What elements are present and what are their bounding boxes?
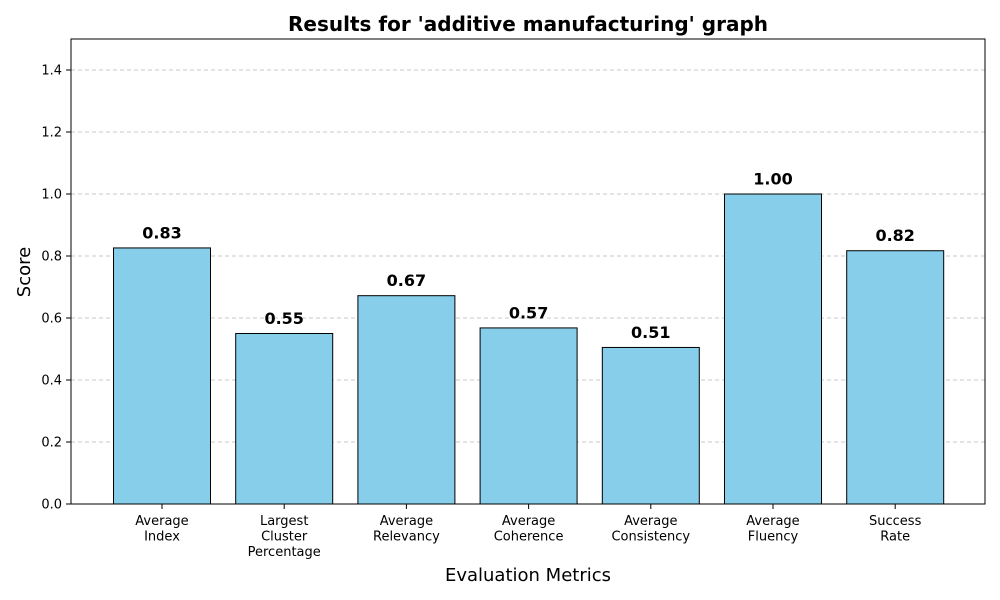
x-tick-label: Average Index <box>135 514 188 545</box>
bar <box>724 193 822 505</box>
bar-value-label: 0.55 <box>264 309 303 328</box>
y-tick-label: 0.4 <box>41 374 62 389</box>
bar <box>235 333 334 505</box>
bar <box>479 327 578 505</box>
bar-value-label: 0.51 <box>631 323 670 342</box>
bar <box>113 247 211 505</box>
x-tick-label: Average Coherence <box>494 514 564 545</box>
y-axis-ticks: 0.0 0.2 0.4 0.6 0.8 1.0 1.2 1.4 <box>41 64 71 513</box>
x-tick-label: Average Fluency <box>746 514 799 545</box>
bars <box>113 193 945 505</box>
bar-value-label: 1.00 <box>753 170 792 189</box>
bar-value-label: 0.67 <box>387 271 426 290</box>
y-tick-label: 0.8 <box>41 250 62 265</box>
y-axis-label: Score <box>14 247 35 297</box>
x-tick-label: Average Relevancy <box>373 514 440 545</box>
bar-value-label: 0.83 <box>142 223 181 242</box>
bar <box>357 295 456 505</box>
y-tick-label: 1.0 <box>41 188 62 203</box>
bar-value-label: 0.82 <box>875 226 914 245</box>
x-tick-label: Average Consistency <box>611 514 690 545</box>
x-axis-label: Evaluation Metrics <box>445 565 611 586</box>
chart-title: Results for 'additive manufacturing' gra… <box>288 12 768 36</box>
x-tick-label: Success Rate <box>869 514 922 545</box>
x-tick-label: Largest Cluster Percentage <box>248 514 321 560</box>
bar <box>846 250 945 505</box>
y-tick-label: 1.2 <box>41 126 62 141</box>
y-tick-label: 0.2 <box>41 436 62 451</box>
bar-value-label: 0.57 <box>509 303 548 322</box>
y-tick-label: 0.6 <box>41 312 62 327</box>
x-axis-ticks: Average Index Largest Cluster Percentage Aver… <box>135 504 922 560</box>
plot-frame <box>70 38 986 505</box>
bar <box>601 346 700 505</box>
y-tick-label: 0.0 <box>41 498 62 513</box>
y-tick-label: 1.4 <box>41 64 62 79</box>
value-labels: 0.83 0.55 0.67 0.57 0.51 1.00 0.82 <box>142 170 915 342</box>
